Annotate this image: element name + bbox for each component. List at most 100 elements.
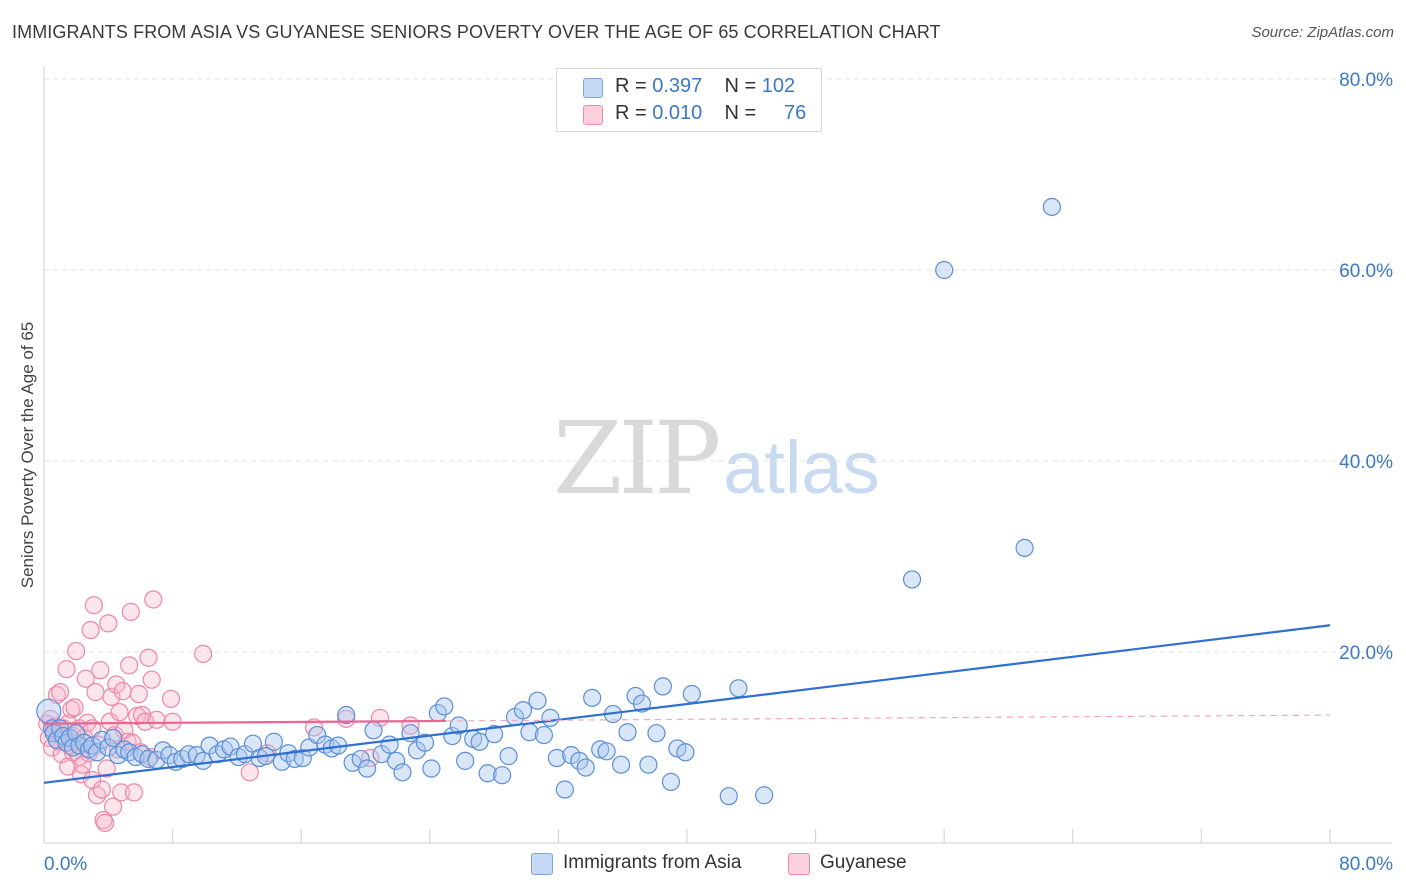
legend-r-label: R = (615, 102, 647, 124)
asia-point (639, 755, 658, 774)
watermark-zip: ZIP (553, 400, 721, 517)
tick-labels: 20.0% 40.0% 60.0% 80.0% 0.0% 80.0% (44, 70, 1393, 875)
watermark: ZIPatlas (553, 400, 880, 517)
asia-point (386, 751, 406, 770)
y-tick-label: 40.0% (1339, 452, 1393, 473)
guyanese-point (110, 703, 129, 722)
guyanese-point (92, 780, 111, 799)
legend-label-asia: Immigrants from Asia (563, 852, 742, 873)
asia-point (528, 691, 547, 710)
asia-point (902, 570, 922, 589)
asia-point (583, 688, 602, 707)
asia-point (534, 725, 554, 745)
guyanese-trend-line (43, 719, 446, 725)
guyanese-point (81, 620, 100, 640)
correlation-legend: R = 0.397 N = 102 R = 0.010 N = 76 (556, 68, 822, 132)
asia-point (653, 677, 672, 696)
asia-point (935, 260, 954, 280)
guyanese-point (86, 683, 105, 702)
guyanese-point (142, 670, 161, 689)
guyanese-point (91, 661, 110, 680)
guyanese-point (147, 710, 166, 729)
axes (43, 66, 1392, 844)
chart-title: IMMIGRANTS FROM ASIA VS GUYANESE SENIORS… (12, 22, 941, 42)
guyanese-point (76, 669, 95, 688)
asia-point (597, 742, 616, 761)
asia-point (364, 721, 383, 740)
guyanese-point (112, 783, 131, 802)
guyanese-point (113, 682, 132, 701)
guyanese-point (67, 641, 86, 661)
asia-points (36, 197, 1062, 806)
asia-point (264, 732, 283, 751)
legend-n-label: N = (724, 102, 757, 124)
guyanese-point (240, 763, 259, 782)
asia-point (632, 694, 652, 713)
guyanese-point (194, 644, 213, 664)
asia-point (478, 764, 497, 783)
guyanese-point (94, 810, 113, 830)
guyanese-trend-line-extension (445, 714, 1331, 722)
asia-point (422, 759, 441, 778)
legend-r-value-asia: 0.397 (652, 75, 703, 97)
guyanese-point (107, 675, 126, 694)
legend-swatch-asia (531, 853, 553, 875)
asia-point (541, 708, 560, 727)
guyanese-point (87, 786, 107, 805)
asia-trend-line (43, 624, 1331, 784)
grid-lines (44, 78, 1392, 653)
guyanese-point (62, 700, 81, 719)
guyanese-point (120, 656, 139, 675)
asia-point (393, 763, 412, 782)
asia-point (661, 772, 681, 791)
guyanese-point (361, 748, 380, 768)
asia-point (611, 755, 631, 774)
series-legend: Immigrants from Asia Guyanese (0, 852, 1406, 878)
asia-point (493, 766, 512, 785)
guyanese-point (57, 660, 76, 679)
asia-point (1042, 197, 1062, 217)
asia-point (1015, 538, 1034, 558)
asia-point (485, 725, 504, 744)
guyanese-point (129, 684, 148, 704)
guyanese-point (104, 797, 123, 816)
guyanese-point (144, 590, 163, 609)
asia-point (36, 698, 62, 724)
asia-point (104, 728, 123, 748)
asia-point (70, 736, 89, 755)
guyanese-points (38, 590, 420, 833)
y-tick-label: 60.0% (1339, 261, 1393, 282)
guyanese-point (97, 759, 116, 778)
asia-point (547, 748, 566, 768)
guyanese-point (124, 783, 144, 802)
legend-swatch-asia (583, 78, 603, 98)
guyanese-point (50, 683, 70, 702)
guyanese-point (73, 755, 92, 774)
legend-r-label: R = (615, 75, 647, 97)
guyanese-point (84, 596, 103, 615)
legend-n-value-asia: 102 (761, 75, 796, 97)
asia-point (591, 740, 610, 759)
asia-point (729, 679, 748, 698)
asia-point (570, 751, 589, 770)
guyanese-point (65, 698, 84, 717)
asia-point (337, 705, 356, 725)
guyanese-point (139, 648, 158, 667)
guyanese-point (121, 602, 140, 621)
legend-label-guyanese: Guyanese (820, 852, 907, 873)
asia-point (293, 748, 312, 768)
legend-swatch-guyanese (583, 105, 603, 125)
x-tick-label-min: 0.0% (44, 854, 87, 875)
legend-r-value-guyanese: 0.010 (652, 102, 703, 124)
guyanese-point (95, 813, 115, 833)
asia-point (63, 738, 83, 757)
asia-point (99, 738, 118, 757)
asia-point (351, 749, 370, 769)
asia-point (682, 684, 701, 704)
asia-point (470, 732, 489, 751)
trend-lines (43, 624, 1331, 784)
asia-point (618, 723, 637, 742)
x-tick-label-max: 80.0% (1339, 854, 1393, 875)
y-tick-label: 20.0% (1339, 643, 1393, 664)
